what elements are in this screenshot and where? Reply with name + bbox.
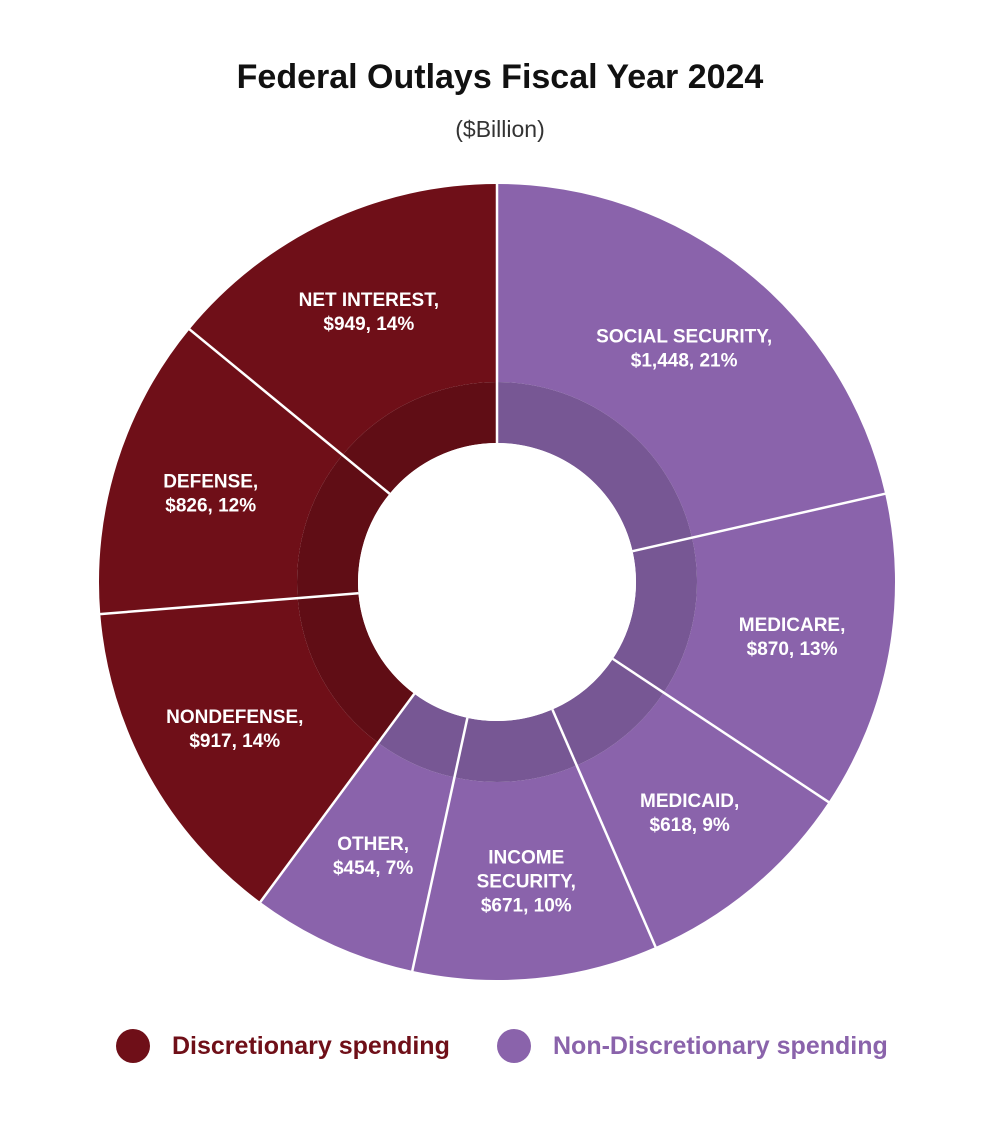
slice-outer-band	[99, 329, 343, 615]
slice-label-line: $1,448, 21%	[631, 351, 738, 372]
slice-label-7: DEFENSE, $826, 12%	[163, 471, 258, 516]
legend-label-non-discretionary: Non-Discretionary spending	[553, 1031, 888, 1060]
slice-inner-band	[497, 381, 693, 552]
donut-slice-2	[612, 493, 895, 803]
slice-label-4: INCOME SECURITY, $671, 10%	[477, 848, 576, 917]
slice-label-line: $454, 7%	[333, 858, 413, 879]
slice-label-line: SOCIAL SECURITY,	[596, 327, 772, 348]
slice-inner-band	[297, 593, 415, 743]
slice-separator	[632, 492, 888, 553]
slice-separator	[187, 327, 391, 495]
slice-outer-band	[260, 742, 455, 971]
slice-outer-band	[663, 493, 895, 803]
slice-label-line: MEDICARE,	[739, 615, 846, 636]
slice-label-5: OTHER, $454, 7%	[333, 834, 413, 879]
slice-label-line: NONDEFENSE,	[166, 707, 303, 728]
legend-item-discretionary: Discretionary spending	[116, 1026, 450, 1066]
slice-label-line: $870, 13%	[747, 639, 838, 660]
slice-outer-band	[497, 184, 886, 538]
slice-inner-band	[552, 658, 664, 766]
slice-separator	[410, 717, 469, 974]
slice-label-line: SECURITY,	[477, 872, 576, 893]
slice-label-6: NONDEFENSE, $917, 14%	[166, 707, 303, 752]
slice-label-2: MEDICARE, $870, 13%	[739, 615, 846, 660]
slice-separator	[98, 591, 359, 616]
slice-label-line: $949, 14%	[323, 314, 414, 335]
chart-subtitle: ($Billion)	[455, 116, 545, 142]
slice-outer-band	[189, 184, 498, 456]
slice-label-line: $826, 12%	[165, 495, 256, 516]
slice-label-line: $917, 14%	[189, 731, 280, 752]
donut-slice-8	[189, 184, 498, 494]
slice-inner-band	[297, 455, 390, 599]
chart-title: Federal Outlays Fiscal Year 2024	[236, 58, 764, 96]
slice-inner-band	[342, 382, 497, 494]
slice-label-8: NET INTEREST, $949, 14%	[299, 290, 439, 335]
slice-outer-band	[100, 598, 379, 902]
legend-swatch-non-discretionary	[497, 1029, 531, 1063]
slice-separator	[551, 708, 658, 950]
slice-label-line: $671, 10%	[481, 896, 572, 917]
slice-label-1: SOCIAL SECURITY, $1,448, 21%	[596, 327, 772, 372]
slice-inner-band	[612, 537, 697, 693]
slice-outer-band	[576, 692, 829, 948]
slice-separator	[612, 657, 831, 805]
donut-slice-4	[412, 709, 656, 980]
legend-item-non-discretionary: Non-Discretionary spending	[497, 1026, 888, 1066]
slice-inner-band	[454, 709, 577, 782]
slice-label-line: $618, 9%	[650, 815, 730, 836]
slice-separator	[258, 693, 416, 905]
donut-slice-3	[552, 658, 829, 948]
slice-label-line: MEDICAID,	[640, 791, 739, 812]
slice-label-line: NET INTEREST,	[299, 290, 439, 311]
slice-label-3: MEDICAID, $618, 9%	[640, 791, 739, 836]
donut-slice-1	[497, 184, 886, 552]
donut-hole	[358, 443, 636, 721]
legend-label-discretionary: Discretionary spending	[172, 1031, 450, 1060]
slice-label-line: DEFENSE,	[163, 471, 258, 492]
slice-label-line: INCOME	[488, 848, 564, 869]
slice-outer-band	[412, 765, 656, 980]
donut-slice-6	[100, 593, 415, 902]
donut-slice-7	[99, 329, 390, 615]
slice-label-line: OTHER,	[337, 834, 409, 855]
legend-swatch-discretionary	[116, 1029, 150, 1063]
